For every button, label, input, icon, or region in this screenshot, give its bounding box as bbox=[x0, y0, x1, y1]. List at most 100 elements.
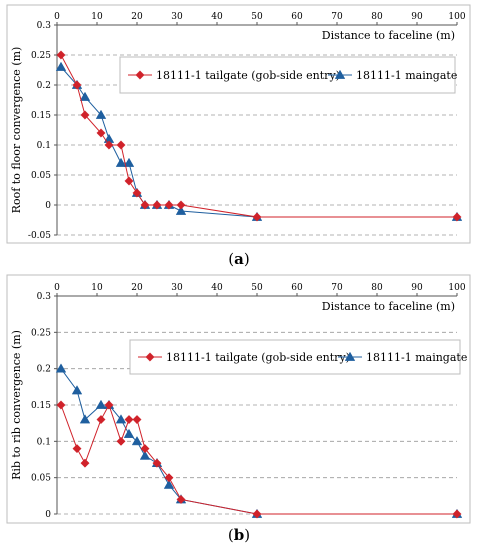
panel-label: (b) bbox=[228, 526, 250, 544]
x-tick-label: 70 bbox=[331, 283, 343, 293]
maingate-point bbox=[79, 414, 91, 424]
x-tick-label: 40 bbox=[211, 283, 223, 293]
y-tick-label: 0.3 bbox=[37, 292, 52, 302]
x-tick-label: 20 bbox=[131, 283, 143, 293]
y-tick-label: 0.1 bbox=[37, 437, 51, 447]
legend-tailgate-label: 18111-1 tailgate (gob-side entry) bbox=[156, 69, 340, 82]
y-tick-label: 0.15 bbox=[31, 401, 51, 411]
tailgate-point bbox=[164, 473, 174, 483]
maingate-point bbox=[95, 399, 107, 409]
panel-label-open: ( bbox=[228, 250, 234, 268]
maingate-point bbox=[79, 91, 91, 101]
y-tick-label: 0.2 bbox=[37, 365, 51, 375]
x-tick-label: 10 bbox=[91, 12, 103, 22]
y-tick-label: -0.05 bbox=[28, 231, 51, 241]
tailgate-point bbox=[104, 400, 114, 410]
legend-maingate-label: 18111-1 maingate bbox=[356, 69, 457, 82]
tailgate-point bbox=[124, 176, 134, 186]
legend-tailgate-marker bbox=[135, 70, 145, 80]
maingate-point bbox=[71, 385, 83, 395]
tailgate-point bbox=[140, 444, 150, 454]
x-tick-label: 10 bbox=[91, 283, 103, 293]
legend-tailgate-marker bbox=[145, 352, 155, 362]
x-tick-label: 20 bbox=[131, 12, 143, 22]
legend-maingate-marker bbox=[344, 351, 356, 361]
y-tick-label: 0.2 bbox=[37, 81, 51, 91]
tailgate-point bbox=[124, 414, 134, 425]
y-tick-label: 0.3 bbox=[37, 21, 52, 31]
x-tick-label: 80 bbox=[371, 283, 383, 293]
maingate-point bbox=[115, 157, 127, 167]
series-tailgate bbox=[56, 50, 462, 222]
x-tick-label: 30 bbox=[171, 12, 183, 22]
tailgate-point bbox=[96, 414, 106, 425]
x-tick-label: 100 bbox=[448, 283, 465, 293]
tailgate-point bbox=[80, 110, 90, 120]
legend: 18111-1 tailgate (gob-side entry) 18111-1… bbox=[119, 56, 457, 94]
x-tick-label: 0 bbox=[54, 283, 60, 293]
series-tailgate bbox=[56, 400, 462, 519]
tailgate-point bbox=[140, 200, 150, 210]
legend-tailgate-label: 18111-1 tailgate (gob-side entry) bbox=[166, 351, 350, 364]
tailgate-point bbox=[252, 509, 262, 519]
x-tick-label: 70 bbox=[331, 12, 343, 22]
tailgate-point bbox=[176, 200, 186, 210]
chart-frame bbox=[6, 4, 471, 244]
x-tick-label: 50 bbox=[251, 283, 263, 293]
legend-box bbox=[129, 339, 461, 375]
panel-label-open: ( bbox=[228, 526, 234, 544]
tailgate-point bbox=[80, 458, 90, 468]
y-tick-label: 0 bbox=[45, 510, 51, 520]
maingate-point bbox=[123, 428, 135, 438]
tailgate-point bbox=[104, 140, 114, 150]
maingate-point bbox=[139, 450, 151, 460]
legend-maingate-marker bbox=[334, 69, 346, 79]
tailgate-point bbox=[452, 212, 462, 222]
legend: 18111-1 tailgate (gob-side entry) 18111-1… bbox=[129, 339, 467, 375]
tailgate-point bbox=[56, 50, 66, 60]
panel-label-close: ) bbox=[244, 526, 250, 544]
maingate-point bbox=[95, 109, 107, 119]
panel-label-close: ) bbox=[244, 250, 250, 268]
tailgate-point bbox=[56, 400, 66, 410]
tailgate-point bbox=[452, 509, 462, 519]
chart-frame bbox=[6, 274, 471, 524]
maingate-point bbox=[175, 205, 187, 215]
x-tick-label: 0 bbox=[54, 12, 60, 22]
tailgate-point bbox=[72, 80, 82, 90]
y-tick-label: 0.25 bbox=[31, 328, 51, 338]
panel-label: (a) bbox=[228, 250, 249, 268]
y-tick-label: 0.1 bbox=[37, 141, 51, 151]
maingate-point bbox=[55, 363, 67, 373]
panel-label-letter: a bbox=[234, 250, 244, 268]
tailgate-point bbox=[116, 140, 126, 150]
y-tick-label: 0.05 bbox=[31, 474, 51, 484]
y-tick-label: 0.25 bbox=[31, 51, 51, 61]
x-tick-label: 40 bbox=[211, 12, 223, 22]
tailgate-point bbox=[152, 458, 162, 468]
y-tick-label: 0 bbox=[45, 201, 51, 211]
legend-box bbox=[119, 56, 456, 94]
maingate-point bbox=[115, 414, 127, 424]
x-tick-label: 90 bbox=[411, 12, 423, 22]
x-tick-label: 30 bbox=[171, 283, 183, 293]
y-axis-label: Rib to rib convergence (m) bbox=[10, 330, 23, 480]
tailgate-point bbox=[132, 188, 142, 198]
x-tick-label: 50 bbox=[251, 12, 263, 22]
tailgate-point bbox=[132, 414, 142, 425]
y-axis-label: Roof to floor convergence (m) bbox=[10, 47, 23, 214]
legend-maingate-label: 18111-1 maingate bbox=[366, 351, 467, 364]
panel-label-letter: b bbox=[234, 526, 245, 544]
tailgate-point bbox=[152, 200, 162, 210]
x-axis-label: Distance to faceline (m) bbox=[322, 300, 455, 313]
x-tick-label: 60 bbox=[291, 283, 303, 293]
x-tick-label: 80 bbox=[371, 12, 383, 22]
maingate-point bbox=[55, 61, 67, 71]
tailgate-point bbox=[252, 212, 262, 222]
maingate-point bbox=[131, 436, 143, 446]
maingate-point bbox=[123, 157, 135, 167]
chart-panel-a: 0 10 20 30 40 50 60 70 80 90 100 -0.05 0 0.05 0.1 0.15 0… bbox=[6, 4, 471, 268]
tailgate-point bbox=[96, 128, 106, 138]
tailgate-point bbox=[72, 444, 82, 454]
